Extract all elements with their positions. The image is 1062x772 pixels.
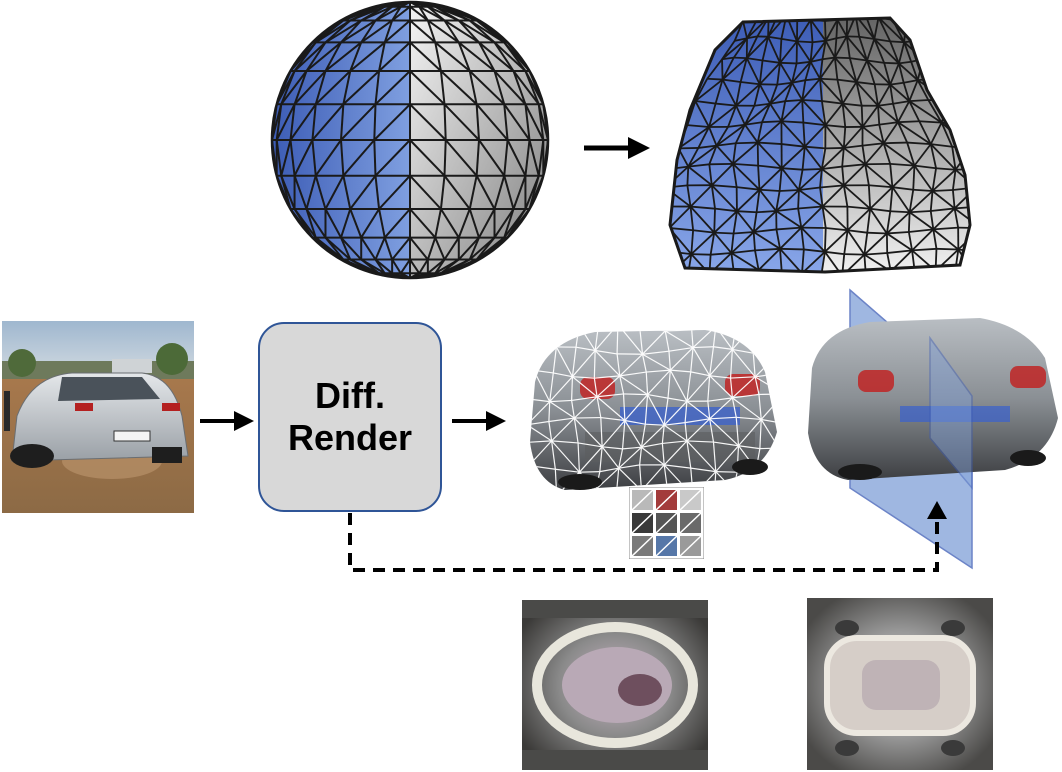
arrow-mid-2 [452,411,506,431]
render-box-line2: Render [287,417,413,458]
uv-texture-map-2 [807,598,993,770]
sphere-mesh [270,0,550,280]
car-with-symmetry-plane [808,288,1058,570]
deformed-mesh [668,16,972,274]
diff-render-box: Diff. Render [258,322,442,512]
texture-grid-icon [629,487,704,559]
feedback-dashed-arrow [348,501,947,572]
arrow-top [584,137,650,159]
car-photo [2,321,194,513]
uv-texture-map-1 [522,600,708,770]
render-box-line1: Diff. [315,375,385,416]
arrow-mid-1 [200,411,254,431]
textured-car-mesh [530,330,777,490]
